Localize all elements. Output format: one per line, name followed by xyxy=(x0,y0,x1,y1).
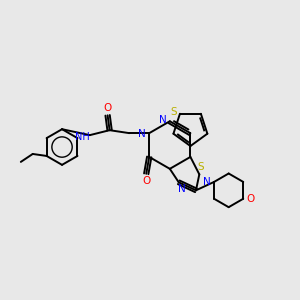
Text: N: N xyxy=(203,177,211,187)
Text: N: N xyxy=(138,129,146,139)
Text: NH: NH xyxy=(76,132,90,142)
Text: N: N xyxy=(159,115,167,125)
Text: O: O xyxy=(142,176,150,186)
Text: O: O xyxy=(103,103,112,113)
Text: N: N xyxy=(178,184,186,194)
Text: S: S xyxy=(197,162,204,172)
Text: O: O xyxy=(246,194,254,204)
Text: S: S xyxy=(171,107,177,117)
